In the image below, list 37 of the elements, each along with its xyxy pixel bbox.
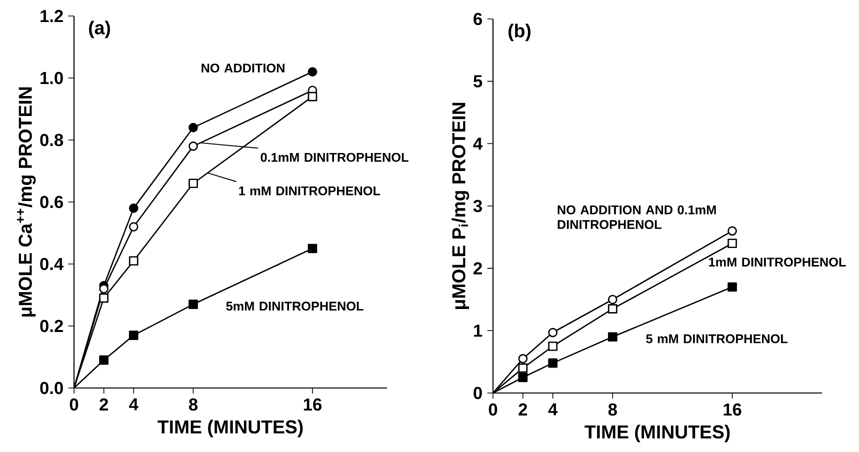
text: 0.1mM DINITROPHENOL <box>260 152 408 162</box>
x-tick-label: 8 <box>188 398 198 411</box>
x-axis-title: TIME (MINUTES) <box>584 424 730 442</box>
x-tick-label: 16 <box>304 398 322 411</box>
x-tick-label: 4 <box>129 398 138 410</box>
x-tick-label: 2 <box>100 398 108 410</box>
y-tick-label: 0.4 <box>40 258 64 270</box>
series-label: NO ADDITION <box>202 64 284 73</box>
y-axis-title: μMOLE Ca$^{++}$/mg PROTEIN <box>17 87 36 316</box>
y-tick-label: 3 <box>473 200 482 212</box>
chart-title: (a) <box>89 20 110 38</box>
y-tick-label: 1.0 <box>40 72 63 84</box>
series-label: 1mM DINITROPHENOL <box>709 258 846 267</box>
chart-title: (b) <box>508 24 530 42</box>
y-axis-title: μMOLE P$_{i}$/mg PROTEIN <box>452 102 470 309</box>
y-tick-label: 0 <box>474 386 482 400</box>
y-tick-label: 4 <box>473 138 483 150</box>
x-tick-label: 2 <box>518 403 528 416</box>
x-tick-label: 4 <box>548 403 558 416</box>
text: 1 mM DINITROPHENOL <box>239 186 380 196</box>
x-tick-label: 16 <box>724 403 742 416</box>
y-tick-label: 2 <box>474 262 482 274</box>
series-label: 5 mM DINITROPHENOL <box>646 334 788 344</box>
y-tick-label: 1 <box>474 324 482 337</box>
y-tick-label: 0.2 <box>40 320 63 332</box>
y-tick-label: 0.6 <box>40 196 63 208</box>
x-axis-title: TIME (MINUTES) <box>158 420 303 438</box>
y-tick-label: 0.8 <box>40 134 64 146</box>
y-tick-label: 6 <box>474 12 482 26</box>
series-label: 5mM DINITROPHENOL <box>226 302 364 311</box>
series-label: NO ADDITION AND 0.1mM DINITROPHENOL <box>558 205 716 230</box>
y-tick-label: 5 <box>474 75 482 88</box>
y-tick-label: 1.2 <box>40 10 63 22</box>
x-tick-label: 0 <box>488 403 498 416</box>
y-tick-label: 0.0 <box>40 382 63 394</box>
x-tick-label: 8 <box>608 403 617 416</box>
x-tick-label: 0 <box>70 398 78 411</box>
